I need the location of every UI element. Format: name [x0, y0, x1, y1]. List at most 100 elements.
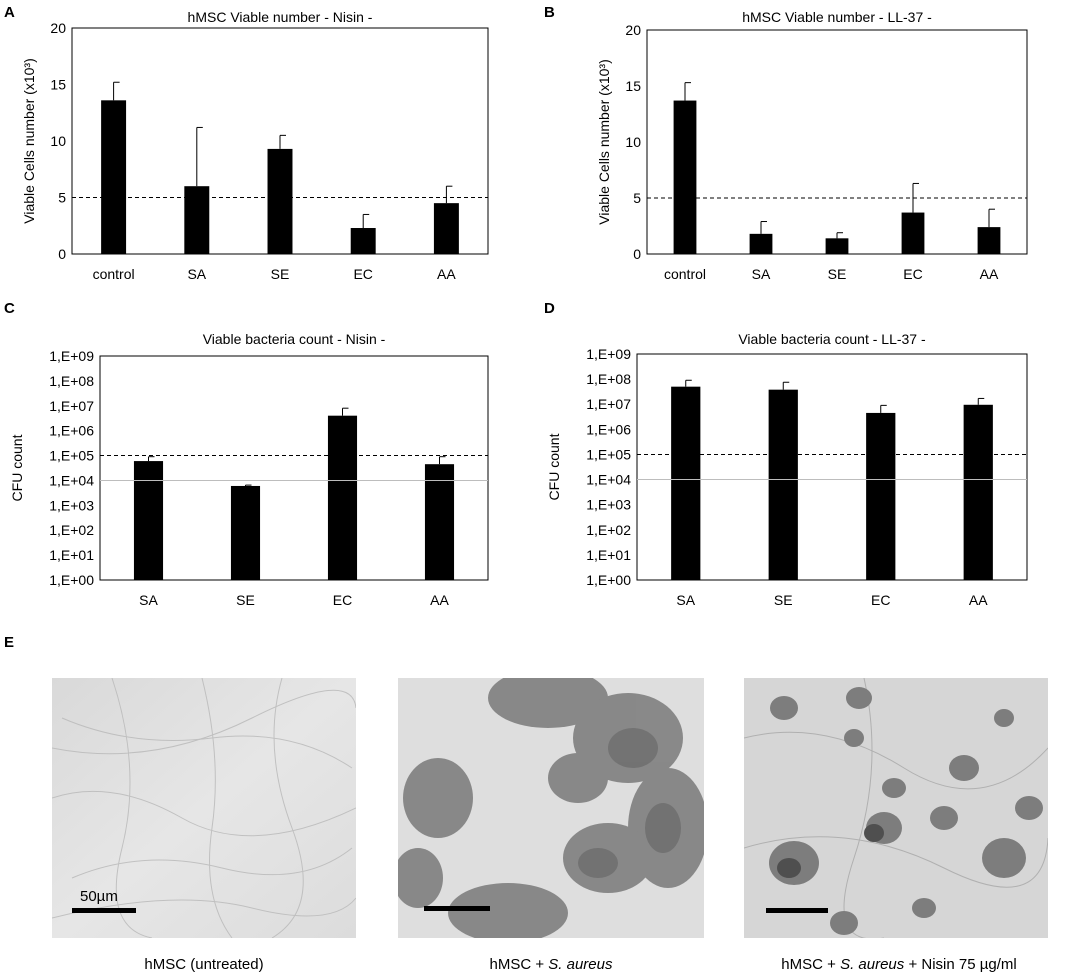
- x-tick-label: SE: [774, 592, 793, 608]
- chart-title: hMSC Viable number - LL-37 -: [742, 9, 932, 25]
- y-tick-label: 20: [50, 20, 66, 36]
- y-axis-label: Viable Cells number (x10³): [21, 58, 37, 223]
- plot-frame: [99, 355, 489, 581]
- x-tick-label: SA: [139, 592, 158, 608]
- bar-se: [267, 148, 293, 254]
- bar-se: [230, 485, 261, 580]
- panel-letter-b: B: [544, 4, 555, 21]
- y-axis-label: CFU count: [546, 433, 562, 500]
- y-tick-label: 15: [625, 78, 641, 94]
- y-tick-label: 1,E+06: [49, 423, 94, 439]
- y-tick-label: 1,E+05: [586, 446, 631, 462]
- chart-title: hMSC Viable number - Nisin -: [188, 9, 373, 25]
- y-tick-label: 1,E+09: [49, 348, 94, 364]
- x-tick-label: EC: [333, 592, 352, 608]
- micrograph-s-aureus-image: [398, 678, 704, 938]
- y-tick-label: 20: [625, 22, 641, 38]
- x-tick-label: SE: [236, 592, 255, 608]
- caption-nisin-pre: hMSC +: [781, 956, 841, 973]
- caption-s-aureus-pre: hMSC +: [489, 956, 549, 973]
- x-tick-label: AA: [430, 592, 449, 608]
- micrograph-untreated-image: [52, 678, 356, 938]
- caption-s-aureus-nisin: hMSC + S. aureus + Nisin 75 µg/ml: [734, 956, 1064, 973]
- bar-se: [825, 238, 849, 254]
- bar-ec: [866, 412, 896, 580]
- y-tick-label: 1,E+03: [49, 497, 94, 513]
- bar-aa: [424, 464, 455, 580]
- y-tick-label: 1,E+02: [586, 522, 631, 538]
- x-tick-label: AA: [980, 266, 999, 282]
- bar-ec: [327, 415, 358, 580]
- x-tick-label: SA: [752, 266, 771, 282]
- x-tick-label: SE: [271, 266, 290, 282]
- bar-aa: [433, 203, 459, 254]
- y-tick-label: 1,E+02: [49, 522, 94, 538]
- micrograph-untreated: [52, 678, 356, 938]
- chart-title: Viable bacteria count - LL-37 -: [738, 331, 926, 347]
- y-tick-label: 10: [625, 134, 641, 150]
- y-tick-label: 0: [58, 246, 66, 262]
- micrograph-s-aureus-nisin: [744, 678, 1048, 938]
- panel-letter-e: E: [4, 634, 15, 651]
- x-tick-label: SA: [676, 592, 695, 608]
- caption-nisin-species: S. aureus: [840, 956, 905, 973]
- y-tick-label: 1,E+07: [49, 398, 94, 414]
- bar-ec: [350, 228, 376, 254]
- plot-frame: [636, 353, 1028, 581]
- y-tick-label: 1,E+01: [49, 547, 94, 563]
- y-tick-label: 10: [50, 133, 66, 149]
- y-tick-label: 1,E+08: [586, 371, 631, 387]
- caption-s-aureus-species: S. aureus: [548, 956, 613, 973]
- y-tick-label: 1,E+08: [49, 373, 94, 389]
- y-tick-label: 1,E+06: [586, 421, 631, 437]
- y-axis-label: CFU count: [9, 434, 25, 501]
- micrograph-s-aureus: [398, 678, 704, 938]
- micrograph-s-aureus-nisin-image: [744, 678, 1048, 938]
- x-tick-label: control: [664, 266, 706, 282]
- x-tick-label: EC: [353, 266, 372, 282]
- panel-letter-c: C: [4, 300, 15, 317]
- x-tick-label: SE: [828, 266, 847, 282]
- y-tick-label: 5: [633, 190, 641, 206]
- x-tick-label: AA: [437, 266, 456, 282]
- y-tick-label: 1,E+04: [49, 472, 94, 488]
- caption-nisin-post: + Nisin 75 µg/ml: [904, 956, 1017, 973]
- y-tick-label: 15: [50, 77, 66, 93]
- panel-letter-a: A: [4, 4, 15, 21]
- scale-bar-label: 50µm: [80, 888, 118, 905]
- chart-c-bacteria-count-nisin: Viable bacteria count - Nisin - CFU count…: [9, 331, 489, 608]
- caption-untreated-text: hMSC (untreated): [144, 956, 264, 973]
- bar-se: [768, 389, 798, 580]
- chart-b-viable-cells-ll37: hMSC Viable number - LL-37 - Viable Cells…: [596, 9, 1028, 282]
- y-tick-label: 1,E+00: [49, 572, 94, 588]
- x-tick-label: control: [93, 266, 135, 282]
- chart-title: Viable bacteria count - Nisin -: [203, 331, 386, 347]
- y-tick-label: 0: [633, 246, 641, 262]
- bar-sa: [749, 233, 773, 254]
- scale-bar-3: [766, 908, 828, 913]
- y-tick-label: 1,E+04: [586, 472, 631, 488]
- scale-bar-1: [72, 908, 136, 913]
- caption-untreated: hMSC (untreated): [52, 956, 356, 973]
- bar-sa: [184, 186, 210, 254]
- scale-bar-2: [424, 906, 490, 911]
- plot-frame: [646, 29, 1028, 255]
- chart-a-viable-cells-nisin: hMSC Viable number - Nisin - Viable Cells…: [21, 9, 489, 282]
- bar-control: [673, 100, 697, 254]
- y-axis-label: Viable Cells number (x10³): [596, 59, 612, 224]
- y-tick-label: 5: [58, 190, 66, 206]
- y-tick-label: 1,E+09: [586, 346, 631, 362]
- y-tick-label: 1,E+01: [586, 547, 631, 563]
- chart-d-bacteria-count-ll37: Viable bacteria count - LL-37 - CFU count…: [546, 331, 1028, 608]
- bar-control: [101, 100, 127, 254]
- y-tick-label: 1,E+00: [586, 572, 631, 588]
- bar-aa: [963, 404, 993, 580]
- bar-ec: [901, 212, 925, 254]
- caption-s-aureus: hMSC + S. aureus: [398, 956, 704, 973]
- x-tick-label: EC: [871, 592, 890, 608]
- y-tick-label: 1,E+03: [586, 497, 631, 513]
- x-tick-label: SA: [187, 266, 206, 282]
- bar-sa: [671, 386, 701, 580]
- bar-sa: [133, 461, 164, 580]
- x-tick-label: AA: [969, 592, 988, 608]
